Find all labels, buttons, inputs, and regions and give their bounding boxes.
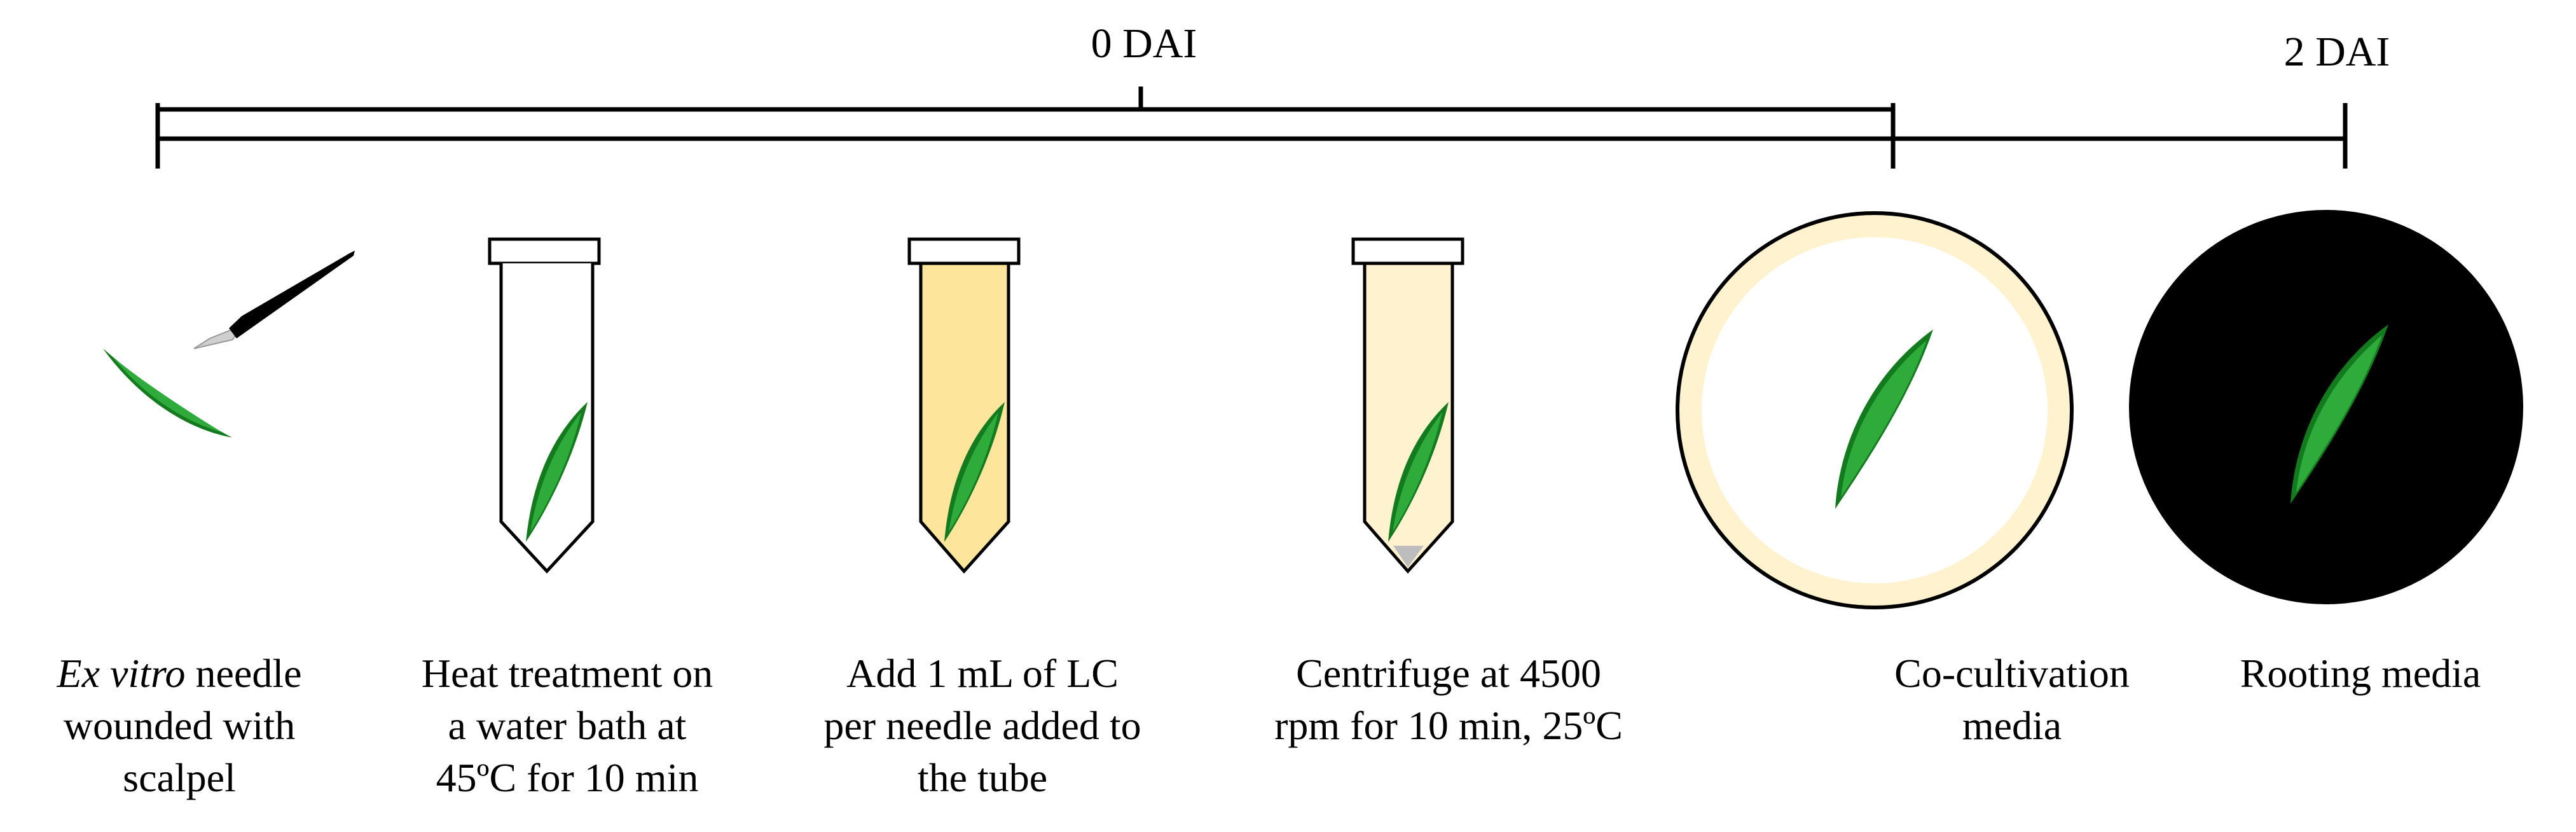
step-label-line: rpm for 10 min, 25ºC (1274, 703, 1623, 748)
timeline-label-0-dai: 0 DAI (1091, 20, 1197, 67)
step-label-centrifuge: Centrifuge at 4500 rpm for 10 min, 25ºC (1274, 651, 1623, 748)
needle-icon (1388, 402, 1449, 542)
step-label-line: scalpel (123, 755, 236, 800)
step-label-line: 45ºC for 10 min (436, 755, 699, 800)
needle-icon (2290, 324, 2388, 504)
step-label-line: wounded with (64, 703, 295, 748)
tube-icon (1351, 237, 1464, 574)
pellet (1393, 546, 1424, 567)
step-label-line: Co-cultivation (1894, 651, 2130, 696)
step-label-line: Rooting media (2240, 651, 2481, 696)
step-label-cocultivation: Co-cultivation media (1894, 651, 2130, 748)
step-wounding-illustration (103, 251, 355, 438)
step-label-heat-treatment: Heat treatment on a water bath at 45ºC for… (422, 651, 713, 800)
needle-icon (944, 402, 1005, 542)
step-label-add-lc: Add 1 mL of LC per needle added to the tub… (823, 651, 1141, 800)
timeline-label-2-dai: 2 DAI (2284, 29, 2390, 75)
step-heat-treatment-illustration (488, 237, 601, 574)
needle-icon (103, 349, 232, 438)
step-label-line: the tube (918, 755, 1047, 800)
needle-icon (1835, 329, 1933, 509)
step-label-wounding: Ex vitro needle wounded with scalpel (57, 651, 302, 800)
step-label-line: Ex vitro (57, 651, 186, 696)
tube-icon (488, 237, 601, 574)
timeline (155, 87, 2348, 169)
step-add-lc-illustration (907, 237, 1021, 574)
step-label-line: a water bath at (448, 703, 687, 748)
step-label-line: needle (186, 651, 302, 696)
scalpel-icon (193, 251, 355, 349)
needle-icon (526, 402, 588, 542)
step-label-line: per needle added to (823, 703, 1141, 748)
step-label-line: Centrifuge at 4500 (1296, 651, 1601, 696)
step-labels: Ex vitro needle wounded with scalpel Heat t… (57, 651, 2481, 800)
step-label-rooting: Rooting media (2240, 651, 2481, 696)
tube-icon (907, 237, 1021, 574)
step-cocultivation-illustration (1676, 211, 2074, 609)
step-centrifuge-illustration (1351, 237, 1464, 574)
step-label-line: Heat treatment on (422, 651, 713, 696)
step-rooting-illustration (2129, 210, 2523, 604)
step-label-line: Add 1 mL of LC (846, 651, 1119, 696)
step-label-line: media (1962, 703, 2062, 748)
